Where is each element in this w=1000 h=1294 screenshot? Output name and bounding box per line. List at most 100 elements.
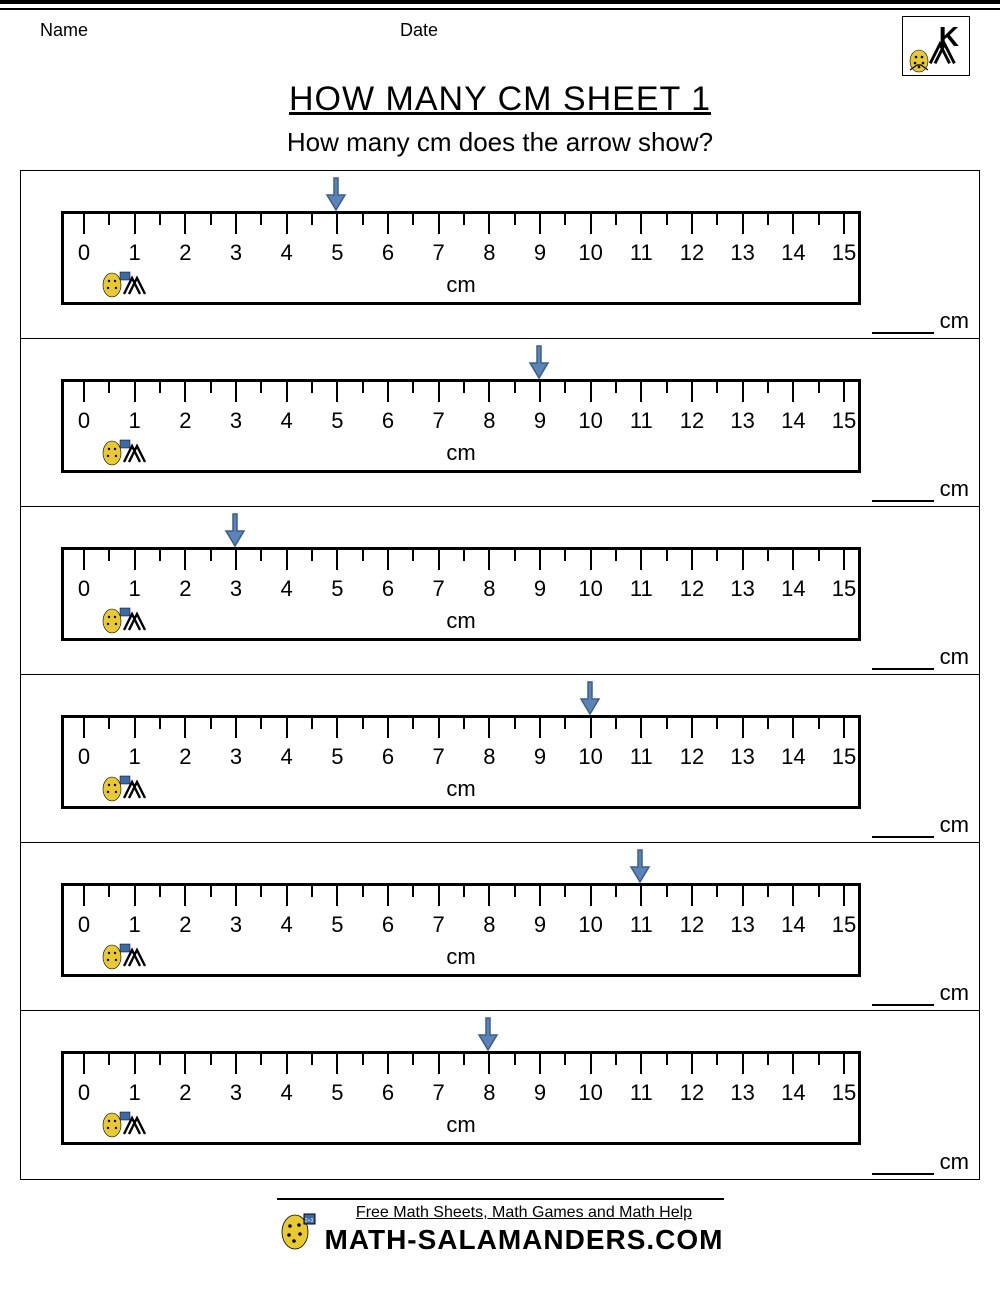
tick-minor [818,214,820,225]
ruler-number: 4 [281,408,293,434]
ruler-number: 1 [129,240,141,266]
answer-line[interactable] [872,1157,934,1175]
tick-major [438,886,440,906]
tick-minor [108,886,110,897]
grade-badge: K [902,16,970,76]
ruler-number: 3 [230,576,242,602]
answer-unit: cm [940,644,969,670]
ruler-number: 13 [730,744,754,770]
header-row: Name Date K [0,16,1000,76]
tick-major [742,214,744,234]
tick-major [387,886,389,906]
ruler-number: 9 [534,912,546,938]
footer-subtitle: Free Math Sheets, Math Games and Math He… [325,1204,724,1222]
ruler-number: 1 [129,408,141,434]
tick-minor [108,214,110,225]
ruler-number: 10 [578,408,602,434]
tick-minor [260,718,262,729]
tick-minor [108,718,110,729]
tick-major [134,214,136,234]
tick-major [387,718,389,738]
ruler-number: 15 [832,576,856,602]
answer-line[interactable] [872,316,934,334]
ruler-number: 3 [230,240,242,266]
ruler-number: 5 [331,240,343,266]
tick-minor [210,886,212,897]
tick-minor [159,214,161,225]
tick-major [843,718,845,738]
ruler-number: 3 [230,912,242,938]
salamander-icon: 2+3 [277,1208,317,1252]
answer-blank[interactable]: cm [872,644,969,670]
answer-blank[interactable]: cm [872,476,969,502]
ruler-number: 14 [781,576,805,602]
tick-major [83,382,85,402]
tick-major [742,718,744,738]
answer-line[interactable] [872,988,934,1006]
tick-minor [666,886,668,897]
tick-minor [159,1054,161,1065]
tick-major [691,718,693,738]
tick-major [539,718,541,738]
tick-major [590,1054,592,1074]
tick-major [235,214,237,234]
tick-minor [412,886,414,897]
ruler-number: 10 [578,744,602,770]
tick-major [336,886,338,906]
tick-major [539,550,541,570]
salamander-icon [98,1108,148,1138]
tick-minor [564,214,566,225]
answer-blank[interactable]: cm [872,812,969,838]
ruler-number: 14 [781,744,805,770]
tick-minor [818,1054,820,1065]
tick-major [387,214,389,234]
tick-major [539,214,541,234]
ruler-number: 9 [534,1080,546,1106]
ruler-number: 2 [179,240,191,266]
tick-major [488,1054,490,1074]
answer-line[interactable] [872,652,934,670]
answer-blank[interactable]: cm [872,308,969,334]
answer-unit: cm [940,308,969,334]
ruler-number: 5 [331,1080,343,1106]
tick-major [336,382,338,402]
tick-major [843,886,845,906]
ruler-number: 8 [483,912,495,938]
ruler: 0123456789101112131415cm [61,883,861,977]
ruler-number: 5 [331,576,343,602]
tick-minor [564,1054,566,1065]
answer-line[interactable] [872,820,934,838]
answer-blank[interactable]: cm [872,1149,969,1175]
tick-major [438,382,440,402]
arrow-icon [477,1017,499,1051]
tick-major [843,1054,845,1074]
ruler-number: 11 [630,912,653,938]
ruler-number: 7 [433,576,445,602]
tick-minor [463,886,465,897]
tick-minor [311,214,313,225]
tick-major [235,886,237,906]
answer-blank[interactable]: cm [872,980,969,1006]
tick-minor [767,382,769,393]
answer-line[interactable] [872,484,934,502]
ruler-number: 2 [179,1080,191,1106]
tick-major [488,718,490,738]
ruler: 0123456789101112131415cm [61,211,861,305]
tick-minor [615,718,617,729]
tick-major [691,1054,693,1074]
tick-major [742,382,744,402]
tick-major [184,886,186,906]
ruler-number: 15 [832,1080,856,1106]
tick-minor [818,718,820,729]
ruler-unit-label: cm [64,1112,858,1138]
tick-major [83,550,85,570]
tick-minor [260,382,262,393]
tick-major [235,382,237,402]
answer-unit: cm [940,980,969,1006]
problem-row: 0123456789101112131415cm cm [21,843,979,1011]
tick-major [843,382,845,402]
tick-major [286,718,288,738]
tick-minor [716,382,718,393]
tick-minor [666,718,668,729]
ruler-unit-label: cm [64,440,858,466]
